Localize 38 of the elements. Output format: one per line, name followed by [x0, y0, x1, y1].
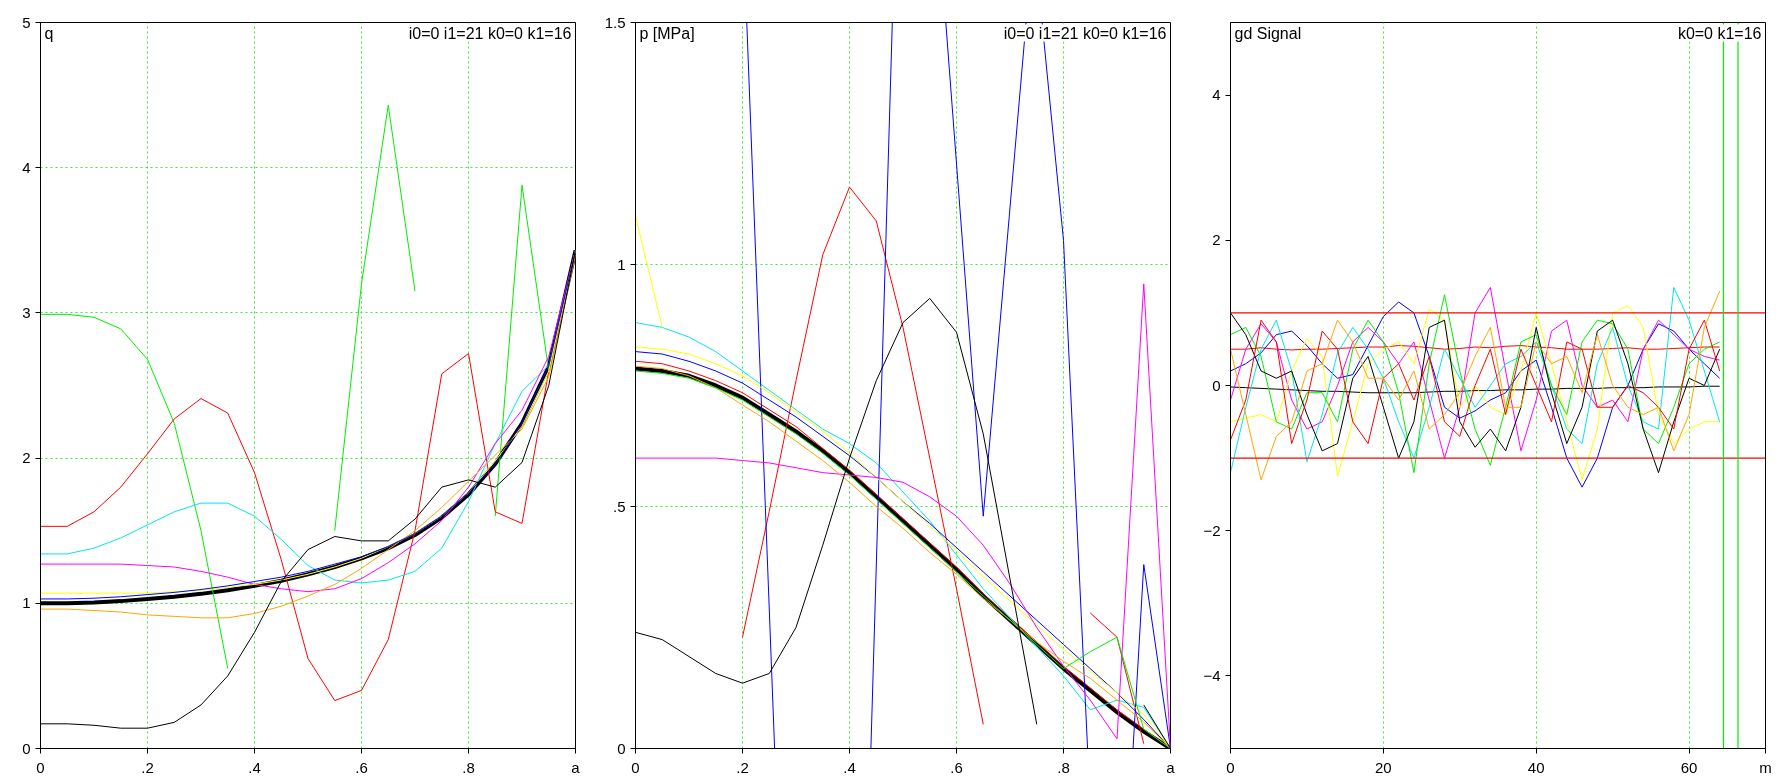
- x-tick-label: .4: [843, 758, 856, 776]
- annotation: k0=0 k1=16: [1677, 24, 1762, 42]
- x-tick-label: .8: [1057, 758, 1070, 776]
- y-tick-label: −4: [1203, 666, 1221, 684]
- y-tick-label: 1: [617, 255, 626, 273]
- y-tick-label: 4: [1212, 86, 1221, 104]
- y-tick-label: 2: [1212, 231, 1221, 249]
- y-axis-title: q: [44, 24, 54, 42]
- y-tick-label: .5: [612, 497, 626, 515]
- y-axis-title: p [MPa]: [639, 24, 695, 42]
- annotation: i0=0 i1=21 k0=0 k1=16: [1003, 24, 1167, 42]
- x-tick-label: .6: [950, 758, 963, 776]
- x-tick-label: .2: [736, 758, 749, 776]
- x-tick-label: 40: [1527, 758, 1545, 776]
- x-tick-label: 0: [1226, 758, 1235, 776]
- y-tick-label: 4: [22, 158, 31, 176]
- x-tick-label: .2: [141, 758, 154, 776]
- y-tick-label: 2: [22, 449, 31, 467]
- x-tick-label: a: [571, 758, 581, 776]
- y-tick-label: 0: [617, 739, 626, 757]
- y-tick-label: 0: [22, 739, 31, 757]
- x-tick-label: 0: [36, 758, 45, 776]
- x-tick-label: a: [1166, 758, 1176, 776]
- x-tick-label: 60: [1680, 758, 1698, 776]
- y-axis-title: gd Signal: [1234, 24, 1302, 42]
- y-tick-label: 1.5: [604, 13, 626, 31]
- y-tick-label: 5: [22, 13, 31, 31]
- x-tick-label: m: [1759, 758, 1772, 776]
- x-tick-label: 20: [1375, 758, 1392, 776]
- x-tick-label: 0: [631, 758, 640, 776]
- annotation: i0=0 i1=21 k0=0 k1=16: [408, 24, 572, 42]
- y-tick-label: 1: [22, 594, 31, 612]
- y-tick-label: −2: [1203, 521, 1221, 539]
- y-tick-label: 0: [1212, 376, 1221, 394]
- x-tick-label: .6: [355, 758, 368, 776]
- y-tick-label: 3: [22, 303, 31, 321]
- x-tick-label: .8: [462, 758, 475, 776]
- x-tick-label: .4: [248, 758, 261, 776]
